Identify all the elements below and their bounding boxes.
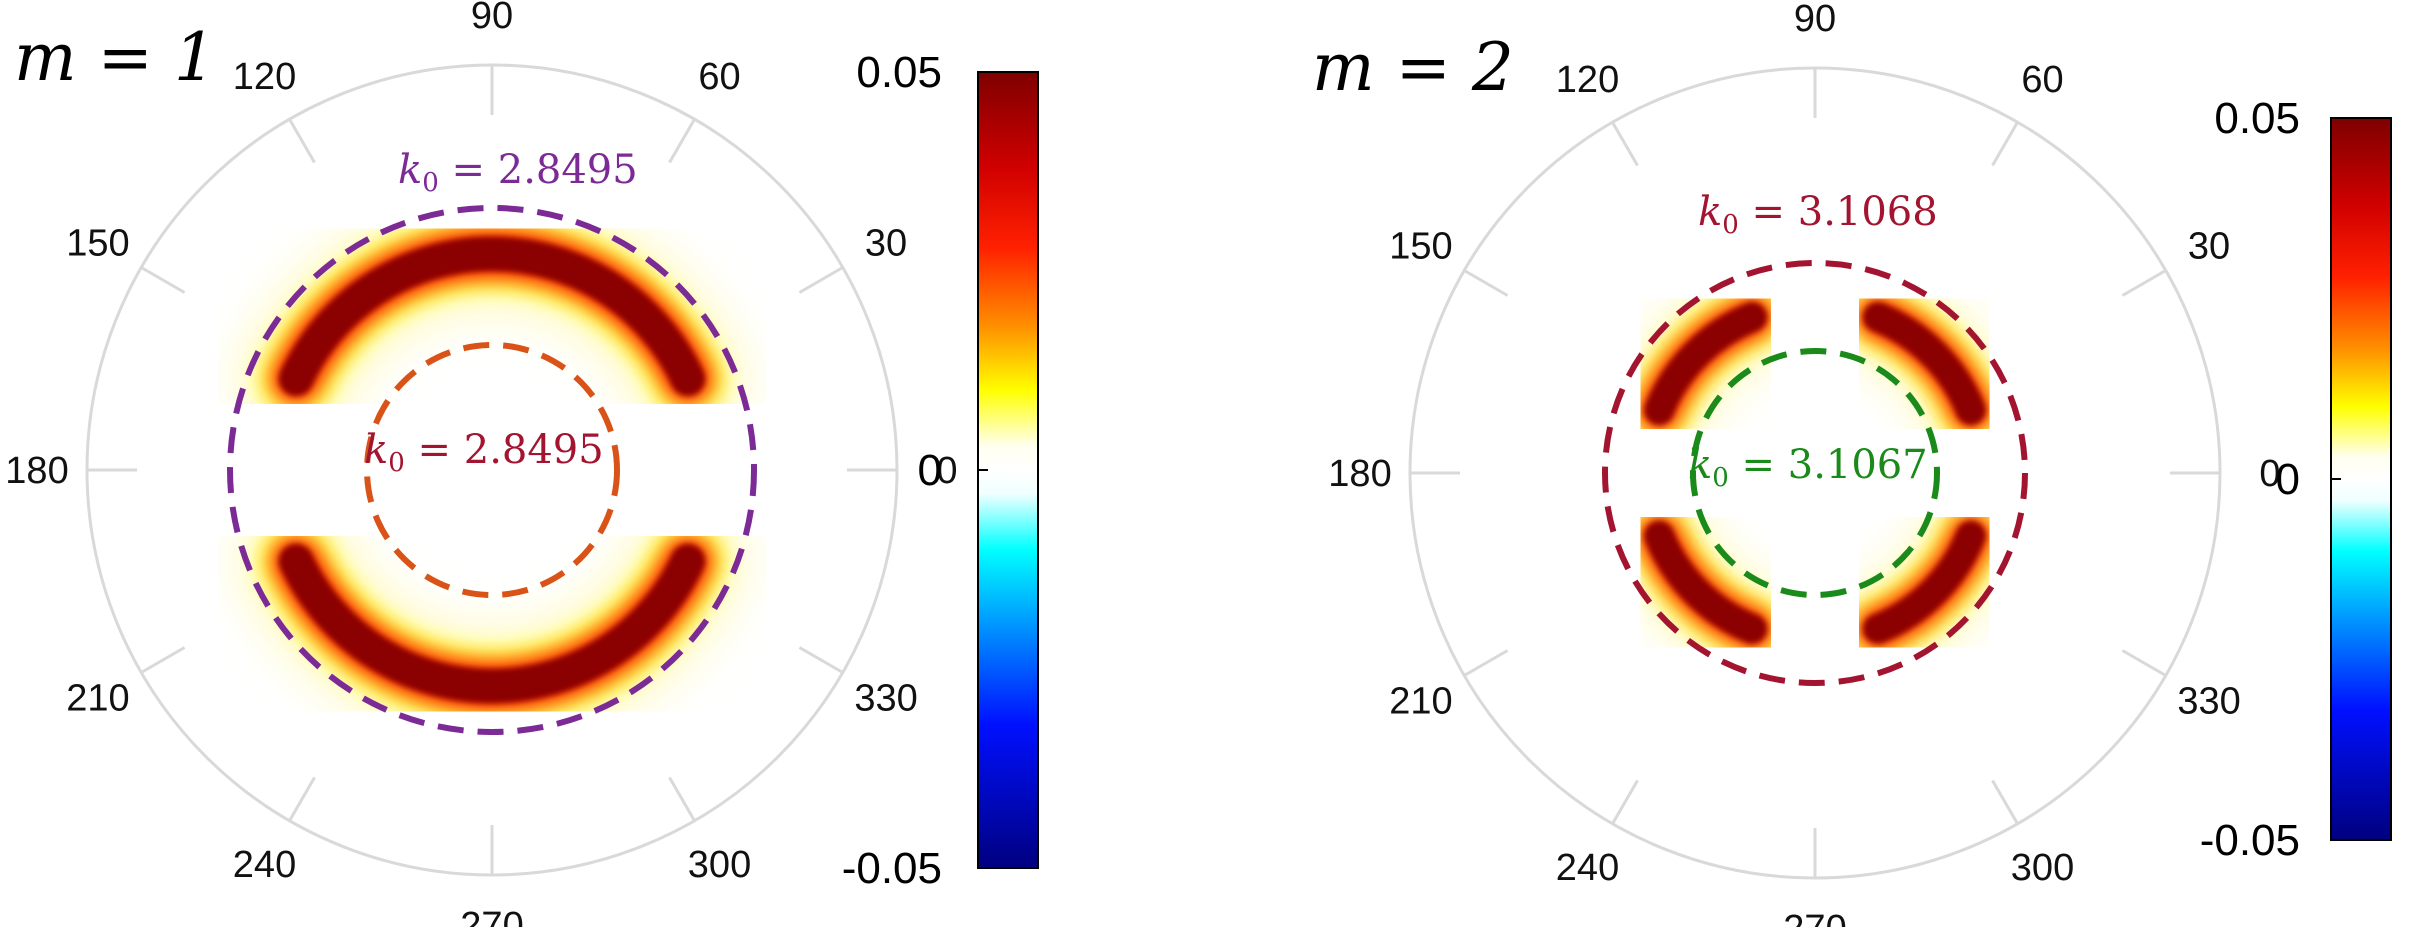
contour-labels: k0 = 3.1068 k0 = 3.1067 — [1688, 189, 1938, 493]
angular-tick-label: 180 — [1328, 453, 1391, 495]
radial-tick-mark — [1463, 649, 1509, 677]
angular-tick-label: 120 — [233, 56, 296, 98]
radial-tick-mark — [140, 646, 186, 674]
angular-tick-label: 90 — [471, 0, 513, 37]
radial-tick-mark — [1991, 779, 2019, 825]
radial-tick-mark — [1611, 121, 1639, 167]
contour-labels: k0 = 2.8495 k0 = 2.8495 — [364, 147, 638, 478]
polar-panel-m1: m = 1 0 30 60 90 120 150 180 210 240 270 300 330 k0… — [5, 0, 1039, 927]
contour-circle-outer — [1602, 260, 2028, 686]
contour-circles — [227, 205, 757, 735]
polar-panel-m2: m = 2 0 30 60 90 120 150 180 210 240 270 300 330 k0… — [1312, 0, 2392, 927]
radial-tick-mark — [1463, 269, 1509, 297]
contour-label-inner: k0 = 2.8495 — [364, 427, 604, 478]
intensity-lobes — [232, 190, 752, 750]
angular-tick-label: 60 — [2021, 59, 2063, 101]
contour-circles — [1602, 260, 2028, 686]
angular-tick-label: 240 — [1556, 847, 1619, 889]
angular-tick-label: 300 — [2011, 847, 2074, 889]
radial-tick-mark — [668, 776, 696, 822]
angular-tick-label: 240 — [233, 844, 296, 886]
angular-tick-label: 300 — [688, 844, 751, 886]
intensity-lobe — [232, 190, 752, 443]
radial-tick-mark — [288, 118, 316, 164]
panel-title-m1: m = 1 — [14, 19, 216, 96]
radial-tick-mark — [140, 266, 186, 294]
angular-tick-label: 330 — [854, 678, 917, 720]
radial-tick-mark — [798, 266, 844, 294]
angular-tick-label: 30 — [865, 223, 907, 265]
angular-tick-label: 0 — [2259, 453, 2280, 495]
contour-circle-outer — [227, 205, 757, 735]
radial-tick-mark — [2121, 269, 2167, 297]
colorbar-tick-label: 0.05 — [856, 48, 942, 97]
radial-tick-mark — [668, 118, 696, 164]
angular-tick-label: 150 — [66, 223, 129, 265]
radial-tick-mark — [798, 646, 844, 674]
polar-grid — [1408, 66, 2222, 880]
contour-circle-inner — [1690, 348, 1940, 598]
angular-tick-label: 270 — [460, 905, 523, 927]
colorbar-tick-label: -0.05 — [842, 844, 942, 893]
intensity-lobes — [1604, 262, 2026, 684]
angular-tick-label: 90 — [1794, 0, 1836, 40]
angular-tick-label: 330 — [2177, 681, 2240, 723]
radial-tick-mark — [1611, 779, 1639, 825]
angular-tick-label: 0 — [936, 450, 957, 492]
intensity-lobe — [1604, 480, 1808, 684]
panel-title-m2: m = 2 — [1312, 29, 1514, 106]
angular-tick-label: 120 — [1556, 59, 1619, 101]
colorbar-m1: 0.05 0 -0.05 — [842, 48, 1039, 893]
contour-label-outer: k0 = 3.1068 — [1698, 189, 1938, 240]
contour-label-inner: k0 = 3.1067 — [1688, 442, 1928, 493]
contour-circle-inner — [364, 342, 620, 598]
angular-tick-labels: 0 30 60 90 120 150 180 210 240 270 300 330 — [5, 0, 957, 927]
angular-tick-label: 60 — [698, 56, 740, 98]
radial-tick-mark — [1991, 121, 2019, 167]
colorbar-tick-label: 0.05 — [2214, 94, 2300, 143]
intensity-lobe — [1822, 262, 2026, 466]
angular-tick-label: 210 — [1389, 681, 1452, 723]
contour-label-outer: k0 = 2.8495 — [398, 147, 638, 198]
angular-tick-label: 180 — [5, 450, 68, 492]
colorbar-tick-label: -0.05 — [2200, 816, 2300, 865]
angular-tick-label: 210 — [66, 678, 129, 720]
angular-tick-label: 270 — [1783, 908, 1846, 927]
angular-tick-labels: 0 30 60 90 120 150 180 210 240 270 300 330 — [1328, 0, 2280, 927]
radial-tick-mark — [2121, 649, 2167, 677]
angular-tick-label: 150 — [1389, 226, 1452, 268]
colorbar-tick-label: 0 — [2276, 455, 2300, 504]
angular-tick-label: 30 — [2188, 226, 2230, 268]
radial-tick-mark — [288, 776, 316, 822]
colorbar-tick-label: 0 — [918, 446, 942, 495]
polar-grid — [85, 63, 899, 877]
colorbar-m2: 0.05 0 -0.05 — [2200, 94, 2392, 865]
intensity-lobe — [232, 497, 752, 750]
intensity-lobe — [1822, 480, 2026, 684]
intensity-lobe — [1604, 262, 1808, 466]
